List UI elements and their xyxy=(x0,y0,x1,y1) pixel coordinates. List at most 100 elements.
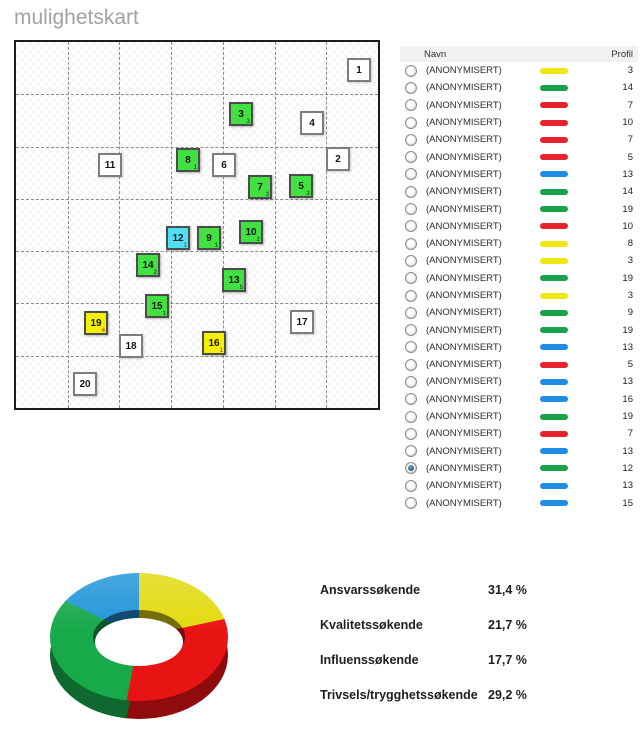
map-box-subscript: 4 xyxy=(101,328,105,334)
person-name: (ANONYMISERT) xyxy=(426,480,502,492)
radio-button[interactable] xyxy=(405,427,417,440)
person-name: (ANONYMISERT) xyxy=(426,290,502,301)
map-box-4[interactable]: 4 xyxy=(300,111,324,135)
grid-line-vertical xyxy=(222,42,224,408)
list-item-20[interactable]: (ANONYMISERT) 16 xyxy=(400,391,638,408)
opportunity-map: 1 2 3 3 4 5 2 6 7 3 8 1 9 1 10 2 11 12 1 13 5 14 2 15 1 16 1 17 18 19… xyxy=(14,40,380,410)
list-rows: (ANONYMISERT) 3 (ANONYMISERT) 14 (ANONYMISER… xyxy=(400,62,638,512)
map-box-number: 2 xyxy=(335,153,341,165)
list-item-13[interactable]: (ANONYMISERT) 19 xyxy=(400,270,638,287)
list-item-25[interactable]: (ANONYMISERT) 13 xyxy=(400,477,638,494)
map-box-subscript: 2 xyxy=(256,237,260,243)
radio-button[interactable] xyxy=(405,133,417,146)
list-item-6[interactable]: (ANONYMISERT) 5 xyxy=(400,148,638,165)
list-item-11[interactable]: (ANONYMISERT) 8 xyxy=(400,235,638,252)
map-box-12[interactable]: 12 1 xyxy=(166,226,190,250)
map-box-2[interactable]: 2 xyxy=(326,147,350,171)
column-header-profil: Profil xyxy=(611,48,633,60)
person-name: (ANONYMISERT) xyxy=(426,220,502,232)
profile-list: Navn Profil (ANONYMISERT) 3 (ANONYMISERT) 1… xyxy=(400,46,638,512)
map-box-11[interactable]: 11 xyxy=(98,153,122,177)
distribution-summary: Ansvarssøkende 31,4 % Kvalitetssøkende 21,7… xyxy=(320,572,620,712)
radio-button[interactable] xyxy=(405,64,417,77)
profile-color-bar-green xyxy=(540,206,568,213)
map-box-17[interactable]: 17 xyxy=(290,310,314,334)
radio-button[interactable] xyxy=(405,358,417,371)
radio-button[interactable] xyxy=(405,168,417,181)
radio-button[interactable] xyxy=(405,289,417,302)
radio-button[interactable] xyxy=(405,272,417,285)
list-item-22[interactable]: (ANONYMISERT) 7 xyxy=(400,425,638,442)
profil-value: 13 xyxy=(622,376,633,388)
radio-button[interactable] xyxy=(405,99,417,112)
list-item-8[interactable]: (ANONYMISERT) 14 xyxy=(400,183,638,200)
radio-button[interactable] xyxy=(405,410,417,423)
map-box-6[interactable]: 6 xyxy=(212,153,236,177)
list-item-26[interactable]: (ANONYMISERT) 15 xyxy=(400,494,638,511)
radio-button[interactable] xyxy=(405,254,417,267)
radio-button[interactable] xyxy=(405,393,417,406)
list-item-14[interactable]: (ANONYMISERT) 3 xyxy=(400,287,638,304)
map-box-20[interactable]: 20 xyxy=(73,372,97,396)
radio-button[interactable] xyxy=(405,497,417,510)
radio-button[interactable] xyxy=(405,445,417,458)
list-item-15[interactable]: (ANONYMISERT) 9 xyxy=(400,304,638,321)
map-box-subscript: 2 xyxy=(153,270,157,276)
column-header-navn: Navn xyxy=(424,48,447,60)
profil-value: 7 xyxy=(627,134,633,146)
person-name: (ANONYMISERT) xyxy=(426,272,502,284)
list-item-7[interactable]: (ANONYMISERT) 13 xyxy=(400,166,638,183)
radio-button[interactable] xyxy=(405,81,417,94)
list-item-2[interactable]: (ANONYMISERT) 14 xyxy=(400,79,638,96)
map-box-number: 14 xyxy=(142,259,154,271)
radio-button[interactable] xyxy=(405,203,417,216)
map-box-16[interactable]: 16 1 xyxy=(202,331,226,355)
list-item-4[interactable]: (ANONYMISERT) 10 xyxy=(400,114,638,131)
radio-button[interactable] xyxy=(405,341,417,354)
profil-value: 5 xyxy=(627,151,633,163)
map-box-13[interactable]: 13 5 xyxy=(222,268,246,292)
radio-button[interactable] xyxy=(405,185,417,198)
radio-button[interactable] xyxy=(405,479,417,492)
profil-value: 14 xyxy=(622,186,633,198)
radio-button[interactable] xyxy=(405,151,417,164)
summary-value: 29,2 % xyxy=(488,687,527,702)
summary-row-4: Trivsels/trygghetssøkende 29,2 % xyxy=(320,677,620,712)
radio-button-selected[interactable] xyxy=(405,462,417,475)
map-box-1[interactable]: 1 xyxy=(347,58,371,82)
profil-value: 16 xyxy=(622,393,633,405)
list-item-1[interactable]: (ANONYMISERT) 3 xyxy=(400,62,638,79)
summary-label: Ansvarssøkende xyxy=(320,582,421,597)
list-item-21[interactable]: (ANONYMISERT) 19 xyxy=(400,408,638,425)
list-item-24[interactable]: (ANONYMISERT) 12 xyxy=(400,460,638,477)
list-item-10[interactable]: (ANONYMISERT) 10 xyxy=(400,218,638,235)
radio-button[interactable] xyxy=(405,116,417,129)
radio-button[interactable] xyxy=(405,324,417,337)
list-item-5[interactable]: (ANONYMISERT) 7 xyxy=(400,131,638,148)
map-box-10[interactable]: 10 2 xyxy=(239,220,263,244)
profil-value: 19 xyxy=(622,324,633,336)
list-item-3[interactable]: (ANONYMISERT) 7 xyxy=(400,97,638,114)
map-box-14[interactable]: 14 2 xyxy=(136,253,160,277)
map-box-18[interactable]: 18 xyxy=(119,334,143,358)
list-item-16[interactable]: (ANONYMISERT) 19 xyxy=(400,321,638,338)
list-item-12[interactable]: (ANONYMISERT) 3 xyxy=(400,252,638,269)
list-item-18[interactable]: (ANONYMISERT) 5 xyxy=(400,356,638,373)
map-box-19[interactable]: 19 4 xyxy=(84,311,108,335)
person-name: (ANONYMISERT) xyxy=(426,341,502,353)
radio-button[interactable] xyxy=(405,375,417,388)
radio-button[interactable] xyxy=(405,237,417,250)
map-box-15[interactable]: 15 1 xyxy=(145,294,169,318)
list-item-17[interactable]: (ANONYMISERT) 13 xyxy=(400,339,638,356)
map-box-number: 7 xyxy=(257,181,263,193)
radio-button[interactable] xyxy=(405,306,417,319)
list-item-9[interactable]: (ANONYMISERT) 19 xyxy=(400,200,638,217)
radio-button[interactable] xyxy=(405,220,417,233)
list-item-19[interactable]: (ANONYMISERT) 13 xyxy=(400,373,638,390)
list-item-23[interactable]: (ANONYMISERT) 13 xyxy=(400,443,638,460)
